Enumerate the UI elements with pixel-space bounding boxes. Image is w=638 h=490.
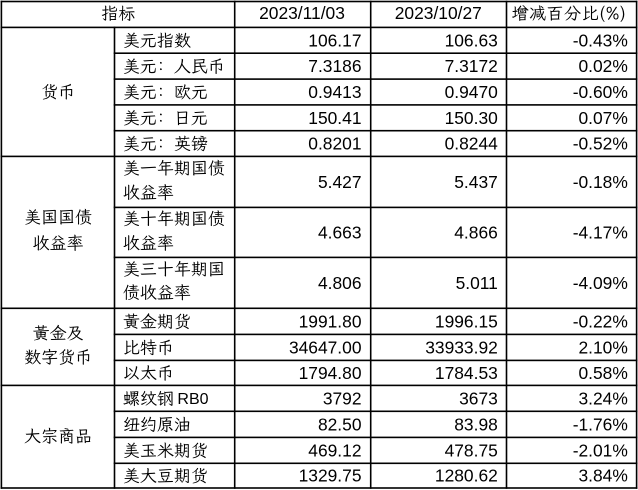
svg-text:-0.43%: -0.43%	[573, 30, 628, 50]
svg-text:0.9413: 0.9413	[308, 82, 361, 102]
svg-text:2.10%: 2.10%	[578, 337, 627, 357]
svg-text:3792: 3792	[323, 388, 362, 408]
svg-text:1280.62: 1280.62	[435, 466, 498, 486]
svg-text:0.07%: 0.07%	[578, 108, 627, 128]
svg-text:-4.09%: -4.09%	[573, 273, 628, 293]
svg-text:5.427: 5.427	[318, 172, 362, 192]
svg-text:1996.15: 1996.15	[435, 311, 498, 331]
svg-text:-0.22%: -0.22%	[573, 311, 628, 331]
svg-text:0.8244: 0.8244	[445, 134, 499, 154]
svg-text:3673: 3673	[459, 388, 498, 408]
svg-text:3.24%: 3.24%	[578, 388, 627, 408]
svg-text:83.98: 83.98	[454, 414, 498, 434]
svg-text:-0.18%: -0.18%	[573, 172, 628, 192]
svg-text:150.41: 150.41	[308, 108, 361, 128]
svg-text:-2.01%: -2.01%	[573, 440, 628, 460]
svg-text:4.806: 4.806	[318, 273, 362, 293]
svg-text:1329.75: 1329.75	[299, 466, 362, 486]
svg-text:1991.80: 1991.80	[299, 311, 362, 331]
svg-text:5.437: 5.437	[454, 172, 498, 192]
svg-text:4.866: 4.866	[454, 222, 498, 242]
svg-text:2023/11/03: 2023/11/03	[259, 3, 345, 23]
svg-text:3.84%: 3.84%	[578, 466, 627, 486]
svg-text:-4.17%: -4.17%	[573, 222, 628, 242]
svg-text:1784.53: 1784.53	[435, 363, 498, 383]
svg-text:0.02%: 0.02%	[578, 56, 627, 76]
svg-text:-1.76%: -1.76%	[573, 414, 628, 434]
svg-text:150.30: 150.30	[445, 108, 498, 128]
svg-text:7.3172: 7.3172	[445, 56, 498, 76]
svg-text:106.17: 106.17	[308, 30, 361, 50]
svg-text:82.50: 82.50	[318, 414, 362, 434]
svg-text:106.63: 106.63	[445, 30, 498, 50]
svg-text:-0.52%: -0.52%	[573, 134, 628, 154]
svg-text:5.011: 5.011	[456, 273, 498, 293]
svg-text:33933.92: 33933.92	[425, 337, 498, 357]
svg-text:4.663: 4.663	[318, 222, 362, 242]
svg-text:1794.80: 1794.80	[299, 363, 362, 383]
svg-text:0.58%: 0.58%	[578, 363, 627, 383]
svg-text:469.12: 469.12	[308, 440, 361, 460]
svg-text:34647.00: 34647.00	[289, 337, 362, 357]
svg-text:0.8201: 0.8201	[308, 134, 361, 154]
svg-text:2023/10/27: 2023/10/27	[395, 3, 482, 23]
svg-text:0.9470: 0.9470	[445, 82, 498, 102]
svg-text:478.75: 478.75	[445, 440, 498, 460]
svg-text:-0.60%: -0.60%	[573, 82, 628, 102]
svg-text:RB0: RB0	[177, 391, 208, 408]
svg-text:7.3186: 7.3186	[308, 56, 361, 76]
